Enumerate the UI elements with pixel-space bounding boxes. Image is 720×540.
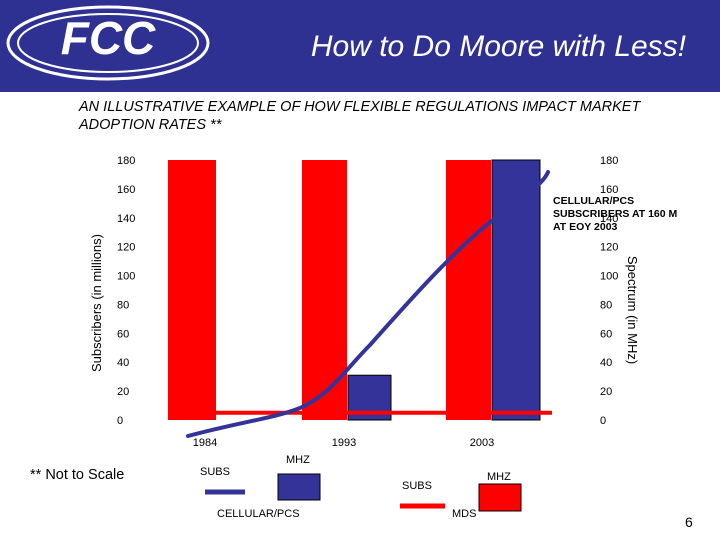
y-tick-right-180: 180 [600, 155, 618, 167]
y-tick-right-120: 120 [600, 242, 618, 254]
not-to-scale-note: ** Not to Scale [30, 467, 125, 483]
legend-mds-subs-label: SUBS [402, 480, 432, 492]
y-tick-right-80: 80 [600, 299, 612, 311]
slide-title: How to Do Moore with Less! [310, 30, 686, 63]
y-tick-left-140: 140 [117, 213, 135, 225]
legend-cell-group-label: CELLULAR/PCS [217, 508, 300, 520]
line-cell-subs [186, 170, 550, 438]
chart-annotation: CELLULAR/PCS SUBSCRIBERS AT 160 M AT EOY… [553, 195, 678, 233]
slide-header: FCC How to Do Moore with Less! [0, 0, 720, 92]
bar-mds-mhz-1984 [168, 160, 216, 420]
y-axis-right-label: Spectrum (in MHz) [625, 256, 640, 364]
legend-cell-subs-label: SUBS [200, 466, 230, 478]
y-tick-right-160: 160 [600, 184, 618, 196]
y-tick-left-120: 120 [117, 242, 135, 254]
legend-mds-mhz-swatch [478, 483, 522, 512]
y-tick-left-160: 160 [117, 184, 135, 196]
logo-text: FCC [61, 12, 156, 64]
y-tick-left-60: 60 [117, 328, 129, 340]
y-tick-right-40: 40 [600, 357, 612, 369]
y-tick-left-40: 40 [117, 357, 129, 369]
bar-cell-mhz-2003 [491, 159, 541, 421]
y-tick-right-100: 100 [600, 271, 618, 283]
legend-cell-mhz-label: MHZ [286, 454, 310, 466]
y-tick-left-80: 80 [117, 299, 129, 311]
bar-mds-mhz-1993 [302, 160, 347, 420]
y-tick-left-0: 0 [117, 415, 123, 427]
y-tick-left-20: 20 [117, 386, 129, 398]
legend-cell-mhz-swatch [277, 473, 321, 501]
y-tick-left-180: 180 [117, 155, 135, 167]
legend-mds-mhz-label: MHZ [487, 471, 511, 483]
y-tick-right-20: 20 [600, 386, 612, 398]
x-tick-2003: 2003 [470, 437, 494, 449]
fcc-logo: FCC [6, 4, 211, 82]
x-tick-1993: 1993 [332, 437, 356, 449]
y-tick-left-100: 100 [117, 271, 135, 283]
page-number: 6 [685, 514, 693, 530]
chart-subtitle: AN ILLUSTRATIVE EXAMPLE OF HOW FLEXIBLE … [79, 99, 641, 133]
y-tick-right-140: 140 [600, 213, 618, 225]
y-axis-left-label: Subscribers (in millions) [89, 234, 104, 372]
y-tick-right-0: 0 [600, 415, 606, 427]
y-tick-right-60: 60 [600, 328, 612, 340]
bar-mds-mhz-2003 [446, 160, 491, 420]
legend-mds-group-label: MDS [452, 508, 477, 520]
x-tick-1984: 1984 [193, 437, 217, 449]
